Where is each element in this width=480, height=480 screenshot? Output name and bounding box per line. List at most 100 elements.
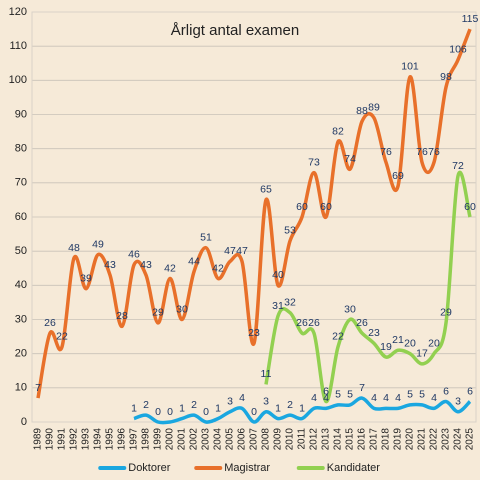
x-tick-label: 2004: [213, 428, 224, 451]
data-label: 0: [167, 406, 173, 418]
x-tick-label: 2020: [405, 428, 416, 451]
data-label: 1: [275, 402, 281, 414]
data-label: 20: [428, 337, 440, 349]
x-tick-label: 2017: [369, 428, 380, 451]
data-label: 1: [215, 402, 221, 414]
data-label: 19: [380, 341, 392, 353]
data-label: 42: [164, 262, 176, 274]
data-label: 26: [308, 317, 320, 329]
data-label: 4: [239, 392, 245, 404]
y-tick-label: 0: [21, 416, 27, 428]
y-tick-label: 110: [9, 40, 27, 52]
data-label: 3: [227, 396, 233, 408]
series-line: [36, 28, 472, 399]
data-label: 1: [131, 402, 137, 414]
x-tick-label: 1996: [117, 428, 128, 451]
data-label: 22: [332, 331, 344, 343]
data-label: 106: [449, 44, 467, 56]
x-tick-label: 2013: [321, 428, 332, 451]
x-tick-label: 2008: [261, 428, 272, 451]
x-tick-label: 2025: [465, 428, 476, 451]
data-label: 88: [356, 105, 368, 117]
x-tick-label: 2022: [429, 428, 440, 451]
data-label: 4: [395, 392, 401, 404]
data-label: 2: [191, 399, 197, 411]
data-label: 73: [308, 156, 320, 168]
y-tick-label: 40: [15, 279, 27, 291]
x-tick-label: 1999: [153, 428, 164, 451]
x-tick-label: 2012: [309, 428, 320, 451]
x-tick-label: 2021: [417, 428, 428, 451]
legend-label: Kandidater: [327, 462, 381, 474]
data-label: 65: [260, 184, 272, 196]
data-label: 29: [152, 307, 164, 319]
data-label: 89: [368, 102, 380, 114]
x-tick-label: 2016: [357, 428, 368, 451]
data-label: 98: [440, 71, 452, 83]
data-label: 4: [323, 392, 329, 404]
y-tick-label: 50: [15, 245, 27, 257]
data-label: 1: [179, 402, 185, 414]
x-tick-label: 2011: [297, 428, 308, 450]
data-label: 3: [455, 396, 461, 408]
x-tick-label: 2018: [381, 428, 392, 451]
x-tick-label: 1990: [45, 428, 56, 451]
data-label: 21: [392, 334, 404, 346]
x-tick-label: 2024: [453, 428, 464, 451]
data-label: 60: [320, 201, 332, 213]
y-tick-label: 90: [15, 108, 27, 120]
chart-title: Årligt antal examen: [171, 22, 299, 39]
x-tick-label: 2007: [249, 428, 260, 451]
data-label: 6: [323, 385, 329, 397]
data-label: 4: [383, 392, 389, 404]
legend-label: Doktorer: [128, 462, 171, 474]
y-tick-label: 60: [15, 211, 27, 223]
x-tick-label: 2019: [393, 428, 404, 451]
data-label: 32: [284, 296, 296, 308]
data-label: 23: [368, 327, 380, 339]
data-label: 17: [416, 348, 428, 360]
y-tick-label: 10: [15, 382, 27, 394]
x-tick-label: 2006: [237, 428, 248, 451]
data-label: 29: [440, 307, 452, 319]
y-tick-label: 80: [15, 143, 27, 155]
data-label: 20: [404, 337, 416, 349]
data-label: 44: [188, 255, 200, 267]
data-label: 28: [116, 310, 128, 322]
data-label: 4: [431, 392, 437, 404]
series-line: [133, 396, 472, 425]
data-label: 22: [56, 331, 68, 343]
x-tick-label: 2015: [345, 428, 356, 451]
x-tick-label: 2003: [201, 428, 212, 451]
data-label: 6: [467, 385, 473, 397]
x-tick-label: 1994: [93, 428, 104, 451]
data-label: 30: [176, 303, 188, 315]
x-tick-label: 2010: [285, 428, 296, 451]
data-label: 76: [380, 146, 392, 158]
data-label: 39: [80, 273, 92, 285]
data-label: 2: [143, 399, 149, 411]
data-label: 47: [236, 245, 248, 257]
data-label: 72: [452, 160, 464, 172]
data-label: 43: [140, 259, 152, 271]
x-tick-label: 1998: [141, 428, 152, 451]
data-label: 82: [332, 126, 344, 138]
data-label: 51: [200, 232, 212, 244]
data-label: 43: [104, 259, 116, 271]
data-label: 6: [443, 385, 449, 397]
data-label: 7: [35, 382, 41, 394]
data-label: 60: [296, 201, 308, 213]
x-tick-label: 1995: [105, 428, 116, 451]
data-label: 30: [344, 303, 356, 315]
data-label: 69: [392, 170, 404, 182]
data-label: 49: [92, 238, 104, 250]
data-label: 101: [401, 61, 419, 73]
x-tick-label: 2001: [177, 428, 188, 451]
x-tick-label: 2000: [165, 428, 176, 451]
y-tick-label: 120: [9, 6, 27, 18]
x-tick-label: 2014: [333, 428, 344, 451]
data-label: 23: [248, 327, 260, 339]
data-label: 5: [347, 389, 353, 401]
data-label: 46: [128, 249, 140, 261]
